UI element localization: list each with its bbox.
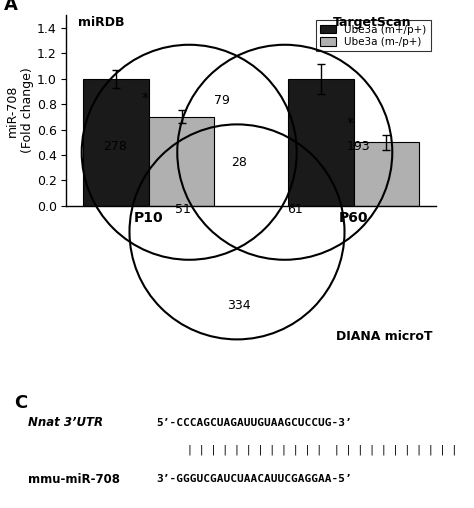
- Text: 28: 28: [231, 156, 247, 169]
- Bar: [149, 117, 214, 206]
- Bar: [288, 79, 354, 206]
- Text: *: *: [141, 91, 148, 106]
- Text: C: C: [14, 394, 27, 412]
- Text: miRDB: miRDB: [78, 16, 125, 29]
- Legend: Ube3a (m+/p+), Ube3a (m-/p+): Ube3a (m+/p+), Ube3a (m-/p+): [316, 20, 431, 51]
- Text: 3’-GGGUCGAUCUAACAUUCGAGGAA-5’: 3’-GGGUCGAUCUAACAUUCGAGGAA-5’: [157, 474, 353, 485]
- Text: 61: 61: [287, 204, 302, 216]
- Y-axis label: miR-708
(Fold change): miR-708 (Fold change): [6, 68, 34, 153]
- Text: 5’-CCCAGCUAGAUUGUAAGCUCCUG-3’: 5’-CCCAGCUAGAUUGUAAGCUCCUG-3’: [157, 418, 353, 428]
- Text: 79: 79: [214, 94, 230, 107]
- Text: DIANA microT: DIANA microT: [336, 330, 433, 343]
- Text: Nnat 3’UTR: Nnat 3’UTR: [28, 417, 103, 429]
- Text: 278: 278: [104, 140, 128, 153]
- Text: A: A: [3, 0, 18, 14]
- Text: 51: 51: [175, 204, 191, 216]
- Bar: [354, 142, 419, 206]
- Text: *: *: [346, 115, 353, 130]
- Text: 193: 193: [346, 140, 370, 153]
- Text: 334: 334: [227, 299, 251, 312]
- Text: TargetScan: TargetScan: [333, 16, 412, 29]
- Bar: [83, 79, 149, 206]
- Text: mmu-miR-708: mmu-miR-708: [28, 473, 120, 486]
- Text: | | | | | | | | | | | |  | | | | | | | | | | |: | | | | | | | | | | | | | | | | | | | | …: [187, 444, 457, 455]
